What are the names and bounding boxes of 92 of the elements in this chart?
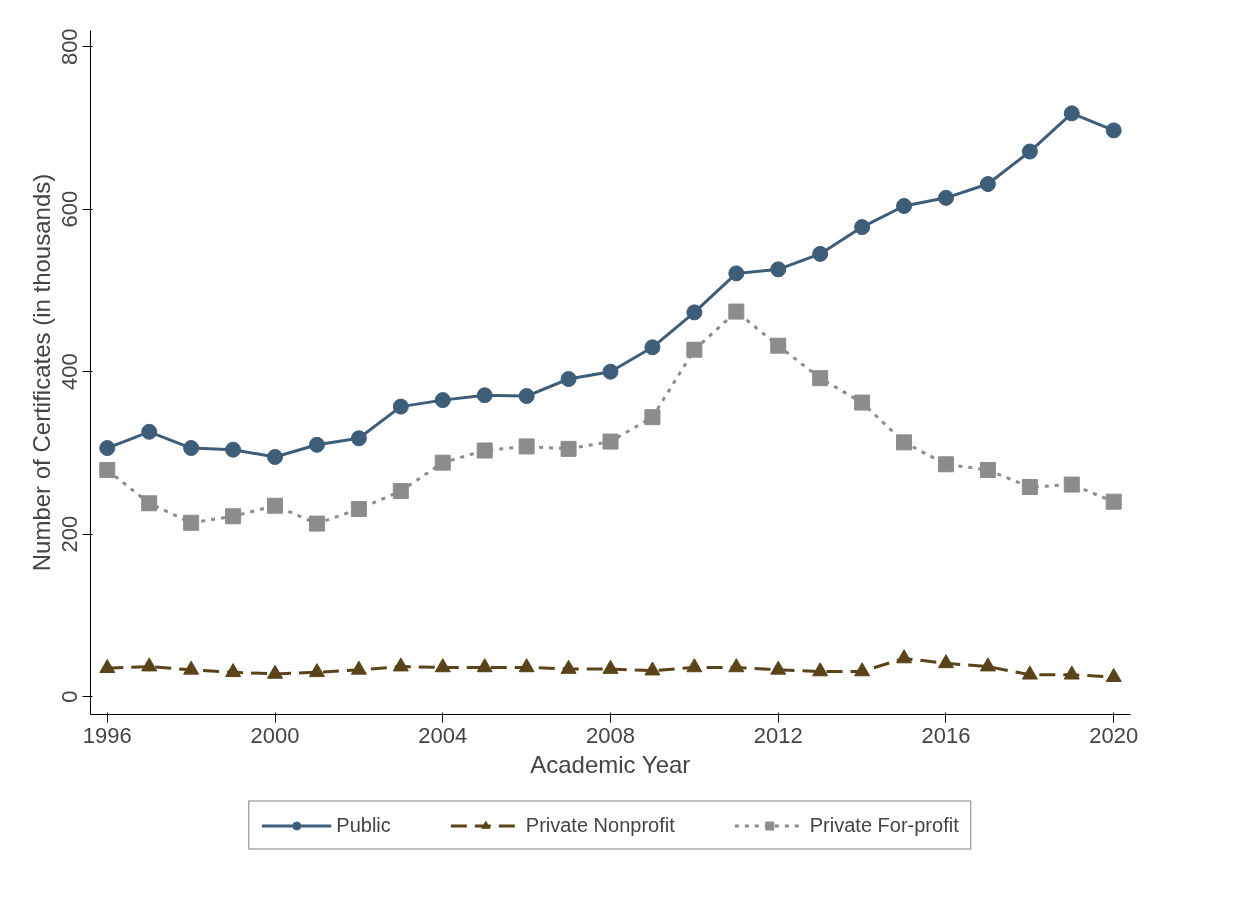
point [518, 388, 535, 405]
point [1105, 493, 1122, 510]
point [99, 659, 116, 674]
point [979, 176, 996, 193]
y-tick-label: 0 [57, 690, 83, 703]
y-tick-label: 600 [57, 190, 83, 228]
point [770, 337, 787, 354]
point [812, 370, 829, 387]
point [979, 657, 996, 672]
point [770, 261, 787, 278]
point [518, 658, 535, 673]
point [350, 430, 367, 447]
point [225, 508, 242, 525]
point [99, 440, 116, 457]
point [770, 660, 787, 675]
point [434, 454, 451, 471]
point [896, 434, 913, 451]
point [896, 649, 913, 664]
point [476, 442, 493, 459]
point [728, 265, 745, 282]
legend-label: Private For-profit [809, 813, 959, 837]
x-tick-label: 2008 [586, 722, 635, 748]
point [183, 440, 200, 457]
point [602, 433, 619, 450]
point [644, 339, 661, 356]
point [99, 461, 116, 478]
point [392, 398, 409, 415]
point [267, 449, 284, 465]
point [1021, 665, 1038, 680]
x-tick-label: 1996 [82, 722, 132, 748]
point [896, 197, 913, 214]
point [267, 497, 284, 514]
point [350, 660, 367, 675]
x-tick-label: 2000 [250, 722, 300, 748]
point [644, 661, 661, 676]
point [812, 662, 829, 677]
point [476, 658, 493, 673]
point [392, 657, 409, 672]
point [1063, 476, 1080, 493]
point [183, 660, 200, 675]
point [225, 441, 242, 458]
point [308, 663, 325, 678]
point [308, 515, 325, 532]
point [854, 662, 871, 677]
y-tick-label: 800 [57, 28, 83, 66]
point [1063, 665, 1080, 680]
point [812, 245, 829, 262]
point [1105, 667, 1122, 682]
x-tick-label: 2004 [418, 722, 468, 748]
point [854, 394, 871, 411]
point [602, 363, 619, 380]
point [350, 500, 367, 517]
x-axis-title: Academic Year [530, 750, 691, 778]
point [728, 303, 745, 320]
point [937, 189, 954, 206]
point [434, 658, 451, 673]
point [686, 304, 703, 321]
point [225, 663, 242, 678]
point [979, 461, 996, 478]
point [141, 423, 158, 440]
x-tick-label: 2012 [753, 722, 803, 748]
y-tick-label: 200 [57, 515, 83, 553]
x-tick-label: 2016 [921, 722, 971, 748]
point [728, 658, 745, 673]
point [434, 392, 451, 409]
point [1021, 479, 1038, 496]
point [476, 387, 493, 404]
point [1105, 122, 1122, 139]
point [686, 658, 703, 673]
point [141, 657, 158, 672]
point [1063, 105, 1080, 122]
point [1021, 143, 1038, 160]
point [686, 341, 703, 358]
x-tick-label: 2020 [1089, 722, 1139, 748]
legend-label: Public [336, 813, 391, 837]
point [141, 495, 158, 512]
point [937, 654, 954, 669]
point [183, 514, 200, 531]
point [854, 219, 871, 236]
point [644, 409, 661, 426]
legend-label: Private Nonprofit [525, 813, 675, 837]
point [937, 456, 954, 473]
point [518, 438, 535, 455]
point [308, 436, 325, 453]
point [560, 659, 577, 674]
point [560, 371, 577, 387]
point [267, 664, 284, 679]
y-tick-label: 400 [57, 353, 83, 391]
y-axis-title: Number of Certificates (in thousands) [27, 173, 55, 572]
point [602, 659, 619, 674]
point [392, 483, 409, 500]
point [560, 440, 577, 457]
